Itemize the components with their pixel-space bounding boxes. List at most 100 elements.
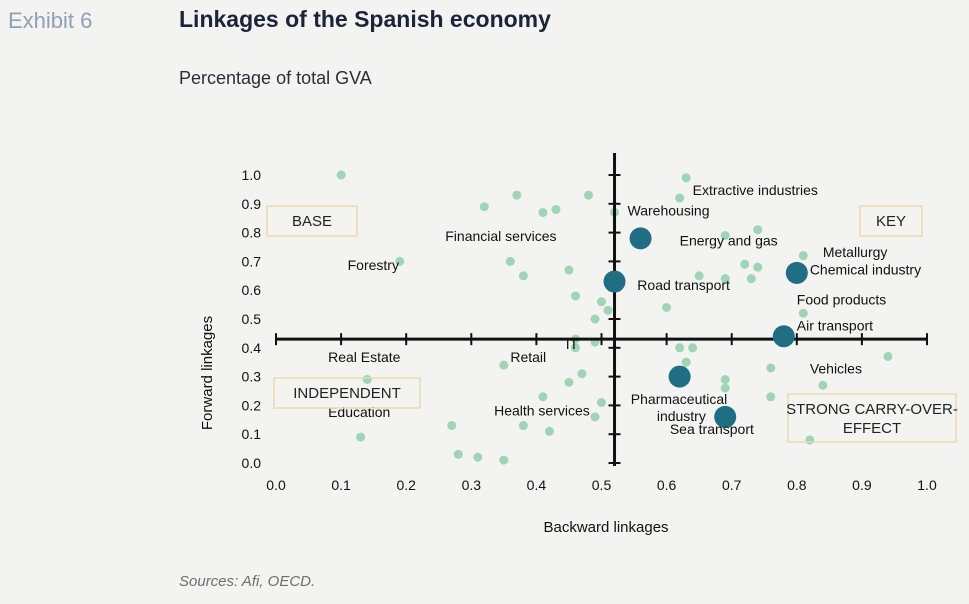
data-point-28 (447, 421, 457, 431)
data-point-43 (798, 308, 808, 318)
data-point-0 (336, 170, 346, 180)
y-tick-label-5: 0.5 (242, 311, 262, 327)
data-point-32 (681, 173, 691, 183)
x-tick-label-10: 1.0 (917, 477, 937, 493)
data-point-53 (805, 435, 815, 445)
data-point-24 (597, 398, 606, 408)
quadrant-label-bottom-left: INDEPENDENT (293, 385, 401, 402)
quadrant-box-bottom-right (787, 393, 957, 443)
source-note: Sources: Afi, OECD. (179, 573, 316, 590)
quadrant-label-top-right: KEY (876, 213, 906, 230)
data-point-31 (499, 455, 509, 465)
data-point-39 (720, 274, 730, 284)
data-point-33 (675, 193, 685, 203)
data-point-48 (720, 383, 730, 393)
y-tick-label-2: 0.2 (242, 397, 262, 413)
y-tick-label-9: 0.9 (242, 196, 262, 212)
data-point-7 (551, 205, 561, 215)
highlighted-point-5 (714, 405, 737, 428)
data-point-4 (479, 202, 489, 212)
chart-title: Linkages of the Spanish economy (179, 6, 551, 32)
data-point-36 (740, 259, 750, 269)
point-label-0: Extractive industries (693, 182, 818, 198)
quadrant-labels-layer: BASE KEY INDEPENDENT STRONG CARRY-OVER-EFFE… (266, 205, 958, 443)
point-label-13: Vehicles (810, 361, 862, 377)
x-axis-label: Backward linkages (543, 519, 668, 536)
x-tick-label-8: 0.8 (787, 477, 807, 493)
highlighted-point-3 (772, 325, 795, 348)
data-point-13 (570, 291, 580, 301)
data-point-34 (720, 230, 730, 240)
highlighted-point-0 (629, 227, 652, 250)
y-tick-label-3: 0.3 (242, 369, 262, 385)
data-point-51 (818, 380, 828, 390)
highlighted-points-layer (603, 227, 808, 428)
y-tick-label-6: 0.6 (242, 282, 262, 298)
data-point-26 (518, 421, 528, 431)
highlighted-point-1 (603, 270, 626, 293)
data-point-37 (753, 262, 763, 272)
data-point-10 (505, 256, 515, 266)
x-tick-label-9: 0.9 (852, 477, 872, 493)
data-point-16 (590, 314, 600, 324)
chart-subtitle: Percentage of total GVA (179, 68, 372, 88)
data-point-21 (577, 369, 587, 379)
point-label-11: Real Estate (328, 349, 401, 365)
data-point-29 (453, 449, 463, 459)
quadrant-label-top-left: BASE (292, 213, 332, 230)
point-label-4: Metallurgy (823, 244, 888, 260)
quadrant-label-bottom-right: STRONG CARRY-OVER-EFFECT (786, 401, 958, 437)
data-point-1 (395, 256, 405, 266)
data-point-6 (538, 207, 548, 217)
point-label-7: Road transport (637, 277, 730, 293)
data-point-20 (564, 377, 574, 387)
data-point-42 (798, 251, 808, 261)
x-tick-label-3: 0.3 (462, 477, 482, 493)
quadrant-box-bottom-left (273, 377, 421, 409)
y-tick-label-7: 0.7 (242, 253, 262, 269)
data-point-11 (518, 271, 528, 281)
exhibit-number: Exhibit 6 (8, 8, 93, 33)
data-point-15 (603, 305, 613, 315)
y-tick-label-0: 0.0 (242, 455, 262, 471)
x-tick-label-1: 0.1 (331, 477, 351, 493)
data-point-25 (590, 412, 600, 422)
point-label-3: Energy and gas (680, 233, 778, 249)
data-point-30 (473, 452, 483, 462)
y-tick-label-8: 0.8 (242, 225, 262, 241)
point-label-14: Pharmaceutical (631, 391, 728, 407)
data-point-27 (544, 426, 554, 436)
point-labels-layer: Extractive industries Warehousing Financia… (328, 182, 921, 437)
x-tick-label-6: 0.6 (657, 477, 677, 493)
y-tick-label-10: 1.0 (242, 167, 262, 183)
data-point-52 (883, 351, 893, 361)
point-label-6: Chemical industry (810, 261, 921, 277)
point-label-17: Sea transport (670, 421, 754, 437)
point-label-16: Health services (494, 402, 590, 418)
axes-layer (275, 153, 928, 466)
x-tick-label-4: 0.4 (527, 477, 547, 493)
point-label-12: Retail (510, 349, 546, 365)
y-axis-label: Forward linkages (199, 316, 216, 430)
point-label-2: Financial services (445, 228, 556, 244)
data-point-45 (688, 343, 698, 353)
point-label-8: Food products (797, 292, 887, 308)
point-label-5: Forestry (348, 257, 399, 273)
data-point-22 (499, 360, 509, 370)
tick-labels-layer: 0.0 0.1 0.2 0.3 0.4 0.5 0.6 0.7 0.8 0.9 1.0 0.0 0.1 0… (242, 167, 937, 493)
data-point-12 (564, 265, 574, 275)
x-tick-label-7: 0.7 (722, 477, 742, 493)
point-label-18: Education (328, 404, 390, 420)
data-point-38 (694, 271, 704, 281)
data-point-35 (753, 225, 763, 235)
y-tick-label-4: 0.4 (242, 340, 262, 356)
x-tick-label-5: 0.5 (592, 477, 612, 493)
data-point-2 (362, 374, 372, 384)
data-point-46 (681, 357, 691, 367)
y-tick-label-1: 0.1 (242, 426, 262, 442)
data-point-40 (746, 274, 756, 284)
data-point-44 (675, 343, 685, 353)
x-tick-label-2: 0.2 (396, 477, 416, 493)
data-point-14 (597, 297, 606, 307)
point-label-9: Air transport (797, 318, 873, 334)
